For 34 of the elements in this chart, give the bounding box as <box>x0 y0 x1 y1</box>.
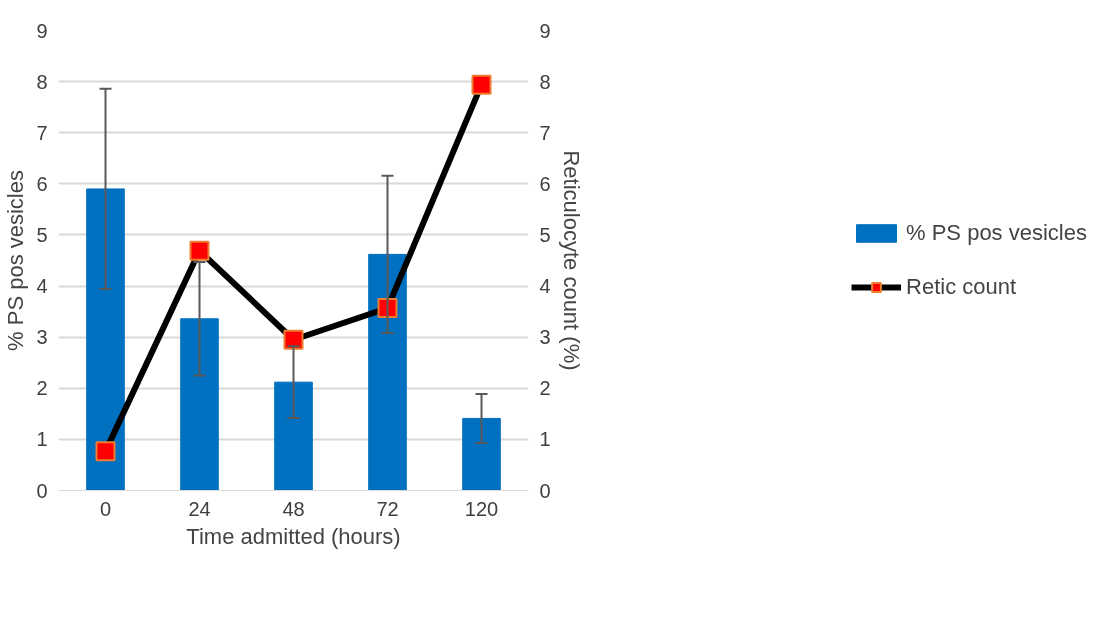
y2-tick-label: 1 <box>539 428 551 451</box>
y2-tick-label: 0 <box>539 479 551 502</box>
bar <box>274 381 313 491</box>
y-tick-label: 9 <box>36 19 48 42</box>
legend-label: % PS pos vesicles <box>906 220 1087 246</box>
y2-axis-title: Reticulocyte count (%) <box>558 150 584 371</box>
x-tick-label: 72 <box>376 497 399 520</box>
x-tick-label: 120 <box>464 497 499 520</box>
bar <box>462 417 501 491</box>
legend-label: Retic count <box>906 274 1017 300</box>
y-tick-label: 4 <box>36 275 48 298</box>
y-tick-label: 7 <box>36 121 48 144</box>
y2-tick-label: 7 <box>539 121 551 144</box>
y-tick-label: 3 <box>36 326 48 349</box>
x-tick-label: 24 <box>188 497 211 520</box>
y-tick-label: 6 <box>36 172 48 195</box>
y-tick-label: 1 <box>36 428 48 451</box>
y-tick-label: 8 <box>36 70 48 93</box>
x-axis-title: Time admitted (hours) <box>186 523 401 549</box>
bar <box>86 188 125 491</box>
y2-tick-label: 6 <box>539 172 551 195</box>
y-tick-label: 2 <box>36 377 48 400</box>
x-tick-label: 0 <box>99 497 112 520</box>
bar <box>180 318 219 491</box>
y2-tick-label: 3 <box>539 326 551 349</box>
y-tick-label: 0 <box>36 479 48 502</box>
x-tick-label: 48 <box>282 497 305 520</box>
y2-tick-label: 5 <box>539 223 551 246</box>
y2-tick-label: 2 <box>539 377 551 400</box>
y-tick-label: 5 <box>36 223 48 246</box>
y2-tick-label: 9 <box>539 19 551 42</box>
y-axis-title: % PS pos vesicles <box>3 170 29 351</box>
y2-tick-label: 8 <box>539 70 551 93</box>
y2-tick-label: 4 <box>539 275 551 298</box>
